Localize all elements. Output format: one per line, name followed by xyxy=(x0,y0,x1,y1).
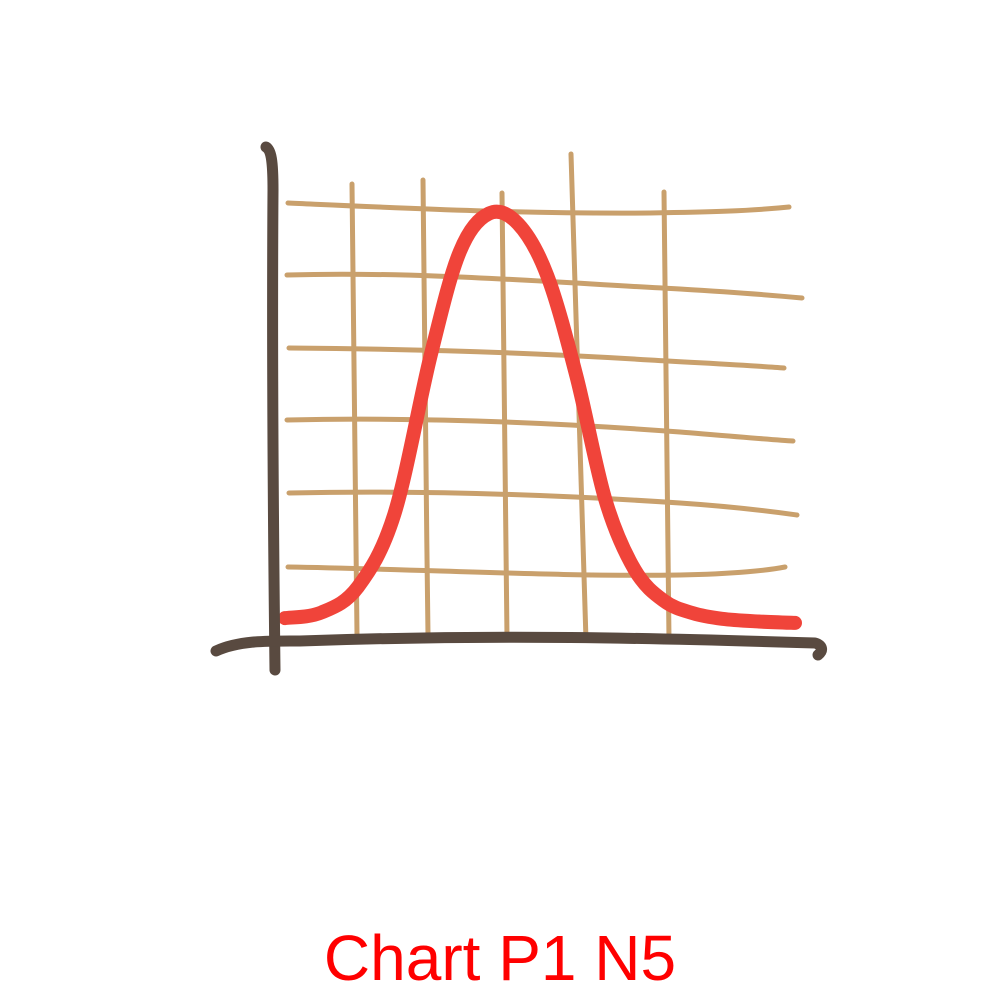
y-axis xyxy=(260,141,281,676)
axes xyxy=(210,141,828,676)
grid-line-vertical-3 xyxy=(499,190,510,641)
grid xyxy=(284,151,805,643)
grid-line-horizontal-5 xyxy=(286,489,800,518)
chart-caption: Chart P1 N5 xyxy=(323,922,677,994)
grid-line-horizontal-2 xyxy=(284,271,805,301)
grid-line-horizontal-4 xyxy=(284,416,796,444)
grid-line-horizontal-6 xyxy=(285,564,788,578)
grid-line-vertical-1 xyxy=(349,181,360,638)
grid-line-horizontal-1 xyxy=(285,200,792,216)
series-line-1 xyxy=(278,204,802,630)
grid-line-horizontal-3 xyxy=(286,345,787,371)
plot-area xyxy=(278,204,802,630)
grid-line-vertical-5 xyxy=(661,189,672,643)
x-axis xyxy=(210,631,828,661)
